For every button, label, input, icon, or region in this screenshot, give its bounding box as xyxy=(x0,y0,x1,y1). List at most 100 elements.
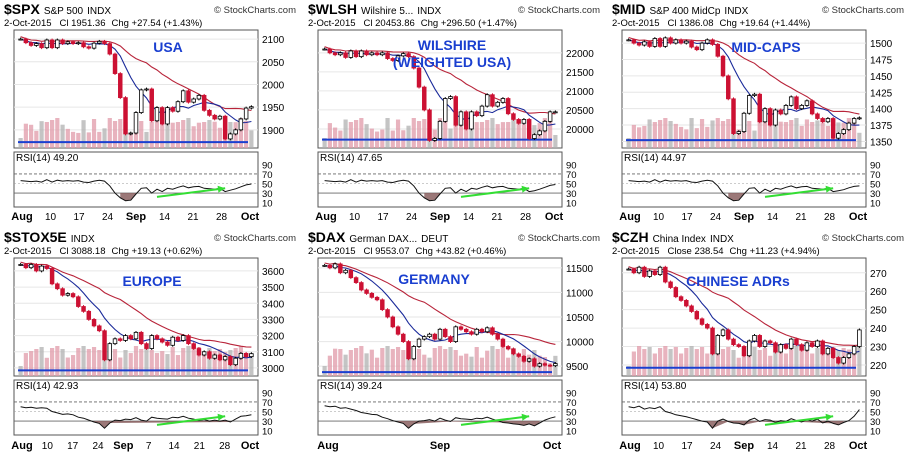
candle xyxy=(44,264,50,270)
x-axis-label: Sep xyxy=(430,440,450,452)
candle xyxy=(484,93,490,108)
candle xyxy=(736,343,741,348)
candle xyxy=(406,340,411,361)
chart-symbol: $MID S&P 400 MidCp INDX xyxy=(612,1,749,17)
volume-bar xyxy=(86,132,91,148)
volume-bar xyxy=(731,122,736,148)
x-axis-label: Sep xyxy=(734,440,754,452)
candle xyxy=(521,354,527,363)
volume-bar xyxy=(663,346,668,376)
chart-symbol: $STOX5E INDX xyxy=(4,229,95,245)
candle xyxy=(783,103,789,116)
volume-bar xyxy=(684,348,689,376)
volume-bar xyxy=(516,353,521,376)
volume-bar xyxy=(102,348,107,376)
volume-bar xyxy=(453,350,458,376)
candle xyxy=(511,112,516,121)
volume-bar xyxy=(810,353,815,376)
candle xyxy=(836,132,841,140)
volume-bar xyxy=(118,357,123,376)
volume-bar xyxy=(736,129,741,148)
x-axis-label: Oct xyxy=(849,211,868,223)
volume-bar xyxy=(652,353,657,376)
candle xyxy=(521,118,527,125)
volume-bar xyxy=(705,126,710,148)
rsi-tick-label: 70 xyxy=(870,170,881,181)
volume-bar xyxy=(490,346,495,376)
x-axis-label: 14 xyxy=(767,441,779,452)
price-change: Chg +19.13 (+0.62%) xyxy=(111,246,202,257)
candle xyxy=(102,39,107,46)
volume-bar xyxy=(406,125,411,148)
volume-bar xyxy=(29,351,34,376)
volume-bar xyxy=(217,127,223,148)
volume-bar xyxy=(343,119,348,148)
rsi-plot-frame xyxy=(621,151,867,208)
volume-bar xyxy=(715,118,720,148)
volume-bar xyxy=(495,124,500,148)
candle xyxy=(448,95,453,100)
candle xyxy=(516,118,521,125)
x-axis-label: 14 xyxy=(767,212,779,223)
candle xyxy=(469,330,474,336)
volume-bar xyxy=(55,118,60,148)
volume-bar xyxy=(238,118,243,148)
candle xyxy=(495,100,500,108)
rsi-tick-label: 90 xyxy=(870,388,881,399)
volume-bar xyxy=(527,354,532,376)
arrow-head-icon xyxy=(217,413,226,421)
volume-bar xyxy=(642,349,647,376)
chart-symbol: $WLSH Wilshire 5... INDX xyxy=(308,1,441,17)
price-tick-label: 1375 xyxy=(870,121,893,132)
rsi-tick-label: 30 xyxy=(566,189,577,200)
candle xyxy=(118,337,123,342)
volume-bar xyxy=(112,349,118,376)
volume-bar xyxy=(678,126,684,148)
volume-bar xyxy=(448,347,453,376)
candle xyxy=(474,327,479,336)
chart-symbol: $SPX S&P 500 INDX xyxy=(4,1,111,17)
candle xyxy=(201,93,207,112)
candle xyxy=(222,114,228,141)
volume-bar xyxy=(390,349,395,376)
volume-bar xyxy=(34,130,39,148)
rsi-label: RSI(14) 42.93 xyxy=(16,381,79,392)
volume-bar xyxy=(175,355,181,376)
price-tick-label: 3400 xyxy=(262,299,285,310)
x-axis-label: 17 xyxy=(681,212,693,223)
symbol-text: $DAX xyxy=(308,229,346,245)
candle xyxy=(165,106,170,126)
volume-bar xyxy=(815,120,820,148)
volume-bar xyxy=(741,346,747,376)
volume-bar xyxy=(747,121,752,148)
volume-bar xyxy=(70,355,76,376)
candle xyxy=(788,337,794,350)
symbol-text: $CZH xyxy=(612,229,649,245)
volume-bar xyxy=(799,125,804,148)
volume-bar xyxy=(333,127,338,148)
volume-bar xyxy=(500,122,506,148)
candle xyxy=(432,137,437,142)
candle xyxy=(636,265,642,275)
index-name: German DAX... xyxy=(349,234,417,245)
x-axis-label: 28 xyxy=(520,212,532,223)
candle xyxy=(343,268,348,275)
candle xyxy=(154,334,160,341)
candle xyxy=(165,340,170,347)
volume-bar xyxy=(516,121,521,148)
volume-bar xyxy=(97,131,102,148)
price-tick-label: 2050 xyxy=(262,58,285,69)
volume-bar xyxy=(757,350,762,376)
x-axis-label: Oct xyxy=(241,211,260,223)
candle xyxy=(547,110,553,123)
price-tick-label: 2100 xyxy=(262,35,285,46)
region-label: GERMANY xyxy=(398,271,470,287)
quote-line: 2-Oct-2015 Cl 1951.36 Chg +27.54 (+1.43%) xyxy=(4,18,202,29)
price-change: Chg +19.64 (+1.44%) xyxy=(719,18,810,29)
candle xyxy=(175,100,181,113)
volume-bar xyxy=(637,346,642,376)
candle xyxy=(657,37,663,48)
candle xyxy=(757,92,762,124)
volume-bar xyxy=(196,122,202,148)
rsi-label: RSI(14) 44.97 xyxy=(624,153,687,164)
